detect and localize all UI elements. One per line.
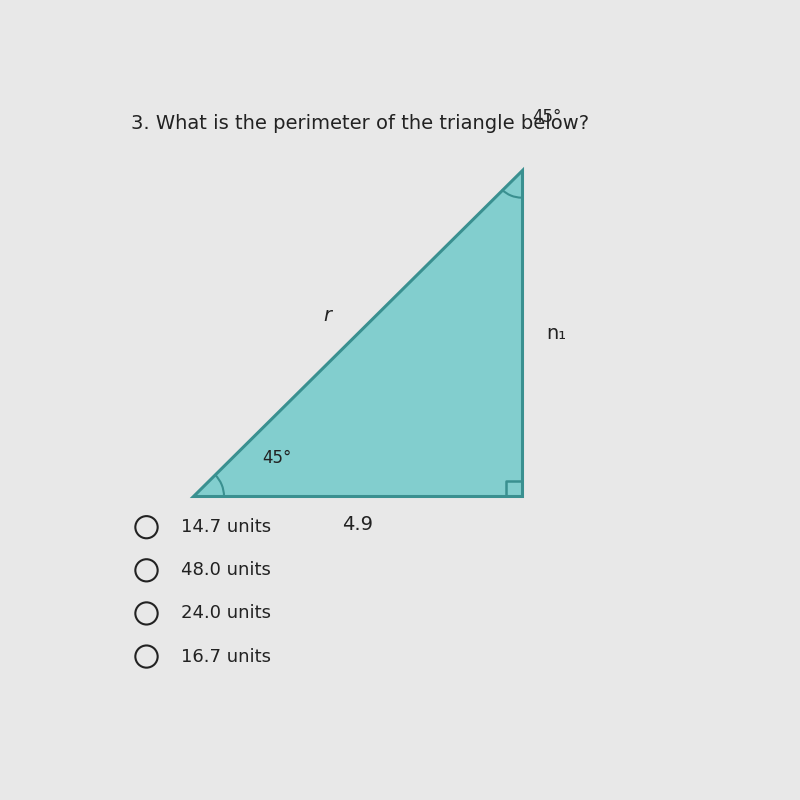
Polygon shape — [193, 170, 522, 496]
Text: 24.0 units: 24.0 units — [181, 605, 270, 622]
Text: n₁: n₁ — [546, 324, 566, 342]
Text: 16.7 units: 16.7 units — [181, 647, 270, 666]
Text: 45°: 45° — [533, 109, 562, 126]
Text: 45°: 45° — [262, 450, 291, 467]
Text: r: r — [323, 306, 331, 326]
Text: 3. What is the perimeter of the triangle below?: 3. What is the perimeter of the triangle… — [131, 114, 589, 134]
Text: 14.7 units: 14.7 units — [181, 518, 270, 536]
Text: 4.9: 4.9 — [342, 515, 373, 534]
Text: 48.0 units: 48.0 units — [181, 562, 270, 579]
